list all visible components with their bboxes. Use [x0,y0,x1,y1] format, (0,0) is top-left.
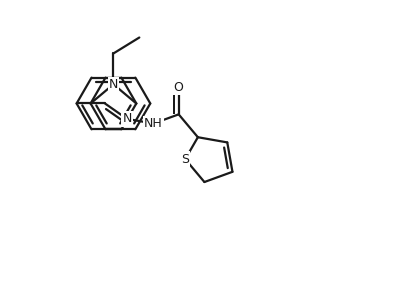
Text: N: N [122,112,132,125]
Text: O: O [174,81,184,94]
Text: N: N [109,78,118,91]
Text: S: S [181,153,189,166]
Text: NH: NH [144,117,163,130]
